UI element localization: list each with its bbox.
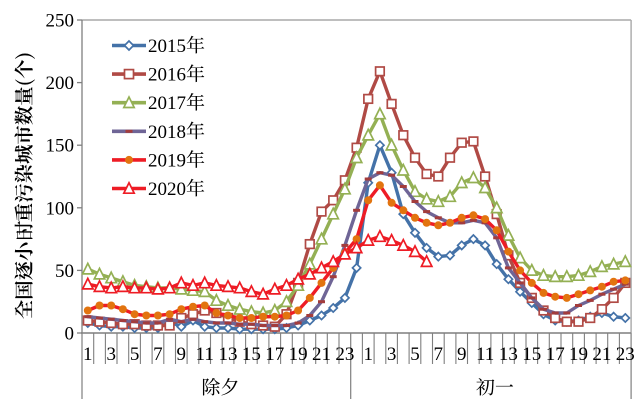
- svg-text:100: 100: [46, 198, 75, 219]
- svg-text:3: 3: [387, 344, 397, 365]
- svg-text:150: 150: [46, 136, 75, 157]
- svg-text:13: 13: [499, 344, 518, 365]
- svg-text:2015: 2015: [148, 36, 186, 57]
- svg-text:50: 50: [55, 261, 74, 282]
- svg-text:2020: 2020: [148, 179, 186, 200]
- svg-text:15: 15: [242, 344, 261, 365]
- svg-text:9: 9: [457, 344, 467, 365]
- svg-text:15: 15: [522, 344, 541, 365]
- svg-text:5: 5: [410, 344, 420, 365]
- svg-text:7: 7: [153, 344, 163, 365]
- svg-text:3: 3: [106, 344, 116, 365]
- svg-text:13: 13: [219, 344, 238, 365]
- svg-text:250: 250: [46, 11, 75, 32]
- svg-text:2018: 2018: [148, 122, 186, 143]
- svg-text:2017: 2017: [148, 93, 186, 114]
- svg-text:2019: 2019: [148, 150, 186, 171]
- svg-text:19: 19: [289, 344, 308, 365]
- svg-text:19: 19: [569, 344, 588, 365]
- svg-text:17: 17: [546, 344, 565, 365]
- svg-text:11: 11: [196, 344, 214, 365]
- svg-text:7: 7: [434, 344, 444, 365]
- svg-text:2016: 2016: [148, 65, 186, 86]
- svg-text:0: 0: [65, 324, 75, 345]
- svg-text:23: 23: [616, 344, 635, 365]
- svg-text:1: 1: [83, 344, 93, 365]
- svg-text:200: 200: [46, 73, 75, 94]
- svg-text:21: 21: [592, 344, 611, 365]
- svg-text:5: 5: [130, 344, 140, 365]
- svg-text:1: 1: [363, 344, 373, 365]
- svg-text:11: 11: [476, 344, 494, 365]
- svg-text:9: 9: [177, 344, 187, 365]
- svg-text:21: 21: [312, 344, 331, 365]
- svg-text:17: 17: [265, 344, 284, 365]
- svg-text:23: 23: [335, 344, 354, 365]
